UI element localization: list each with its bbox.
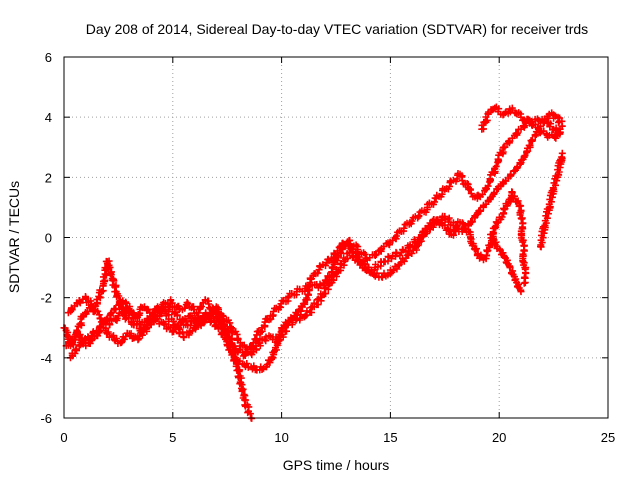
data-point-trail [312,262,324,278]
data-point-trail [372,244,386,259]
data-point [371,252,379,259]
series-track-c [64,257,256,422]
data-point-trail [296,311,308,324]
data-point [521,279,529,287]
grid [64,57,608,418]
x-tick-label: 5 [169,430,176,445]
data-point-trail [111,298,125,313]
data-point [517,288,525,296]
data-point-trail [72,313,86,338]
data-point-trail [64,335,76,349]
y-axis-label: SDTVAR / TECUs [6,181,22,293]
data-point-trail [202,309,215,319]
series-track-g [537,149,566,251]
chart-title: Day 208 of 2014, Sidereal Day-to-day VTE… [86,21,588,37]
data-point-trail [520,137,535,161]
data-point-trail [106,314,121,328]
data-point-trail [302,271,317,291]
data-point-trail [234,366,249,402]
y-tick-label: -6 [40,411,52,426]
data-point-trail [487,230,500,249]
data-point-trail [176,299,191,314]
data-point [558,149,566,157]
x-axis-label: GPS time / hours [283,457,390,473]
data-point-trail [338,238,351,249]
data-point-trail [382,238,394,249]
data-point-trail [90,282,107,314]
data-point-trail [508,188,525,215]
data-point-trail [482,168,499,192]
x-tick-label: 15 [383,430,397,445]
data-point-trail [76,335,90,349]
data-point [558,122,566,130]
data-point-trail [548,109,559,122]
data-point-trail [501,137,514,151]
data-point [138,327,146,335]
y-tick-label: -4 [40,351,52,366]
data-point-trail [250,335,264,354]
data-point-trail [84,328,98,341]
data-point-trail [528,125,543,145]
data-point-trail [491,144,507,173]
data-point [184,300,192,308]
data-point-trail [165,303,179,318]
data-point-trail [494,178,507,193]
data-point-trail [261,332,273,345]
data-point-trail [200,313,213,327]
data-point-trail [460,220,473,234]
data-point [556,128,564,136]
data-point-trail [165,311,178,330]
data-point-trail [225,335,239,354]
data-point-trail [257,363,267,373]
data-point-trail [206,317,221,330]
y-tick-label: 2 [45,170,52,185]
series-track-f [487,230,525,296]
y-tick-label: 0 [45,231,52,246]
series-track-d [67,109,566,362]
data-point-trail [241,348,256,359]
y-tick-label: 6 [45,50,52,65]
data-point-trail [241,396,256,422]
data-point-trail [269,304,282,320]
data-point-trail [381,253,395,266]
data-point-trail [310,290,325,309]
data-point-trail [554,153,566,176]
data-point-trail [516,209,530,287]
data-marks [60,103,566,422]
data-point-trail [392,248,404,260]
data-point-trail [552,124,563,137]
y-tick-label: 4 [45,110,52,125]
axis-ticks: 0 5 10 15 20 25 -6 -4 -2 0 2 4 6 [40,50,615,445]
x-tick-label: 0 [60,430,67,445]
data-point [75,342,83,350]
y-tick-label: -2 [40,291,52,306]
data-point-trail [506,263,520,284]
data-point-trail [476,251,487,264]
x-tick-label: 20 [492,430,506,445]
data-point-trail [104,257,120,296]
series-track-e [478,103,564,137]
x-tick-label: 10 [274,430,288,445]
data-point-trail [485,105,497,116]
data-point-trail [378,269,392,281]
x-tick-label: 25 [601,430,615,445]
